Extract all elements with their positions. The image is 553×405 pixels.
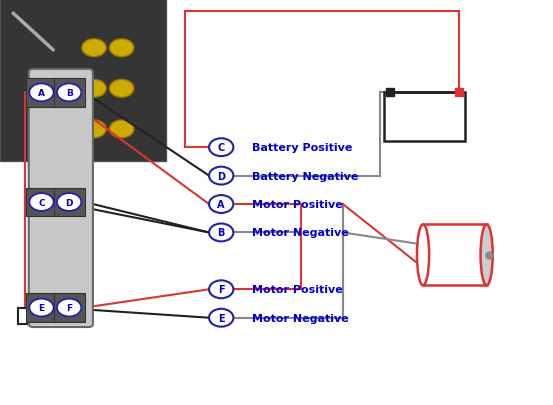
Circle shape bbox=[209, 309, 233, 327]
Circle shape bbox=[109, 40, 134, 58]
Circle shape bbox=[82, 121, 106, 139]
Text: A: A bbox=[38, 89, 45, 98]
Bar bbox=[384, 93, 465, 142]
Circle shape bbox=[209, 139, 233, 157]
Bar bbox=[26, 294, 57, 322]
Ellipse shape bbox=[417, 225, 429, 286]
Text: F: F bbox=[66, 303, 72, 312]
Bar bbox=[26, 79, 57, 107]
Text: C: C bbox=[38, 198, 45, 207]
Text: E: E bbox=[38, 303, 45, 312]
Circle shape bbox=[29, 299, 54, 317]
Text: Motor Negative: Motor Negative bbox=[252, 313, 348, 323]
Text: B: B bbox=[66, 89, 72, 98]
Circle shape bbox=[57, 84, 81, 102]
Circle shape bbox=[82, 40, 106, 58]
Bar bbox=[54, 294, 85, 322]
Circle shape bbox=[29, 194, 54, 211]
Text: Motor Positive: Motor Positive bbox=[252, 285, 342, 294]
Text: Motor Positive: Motor Positive bbox=[252, 200, 342, 209]
Text: B: B bbox=[217, 228, 225, 238]
Circle shape bbox=[109, 121, 134, 139]
Bar bbox=[54, 188, 85, 217]
Circle shape bbox=[82, 80, 106, 98]
Ellipse shape bbox=[481, 225, 493, 286]
Text: E: E bbox=[218, 313, 225, 323]
Text: A: A bbox=[217, 200, 225, 209]
Text: Battery Positive: Battery Positive bbox=[252, 143, 352, 153]
FancyBboxPatch shape bbox=[29, 70, 93, 327]
Text: D: D bbox=[217, 171, 225, 181]
Bar bbox=[26, 188, 57, 217]
Circle shape bbox=[57, 299, 81, 317]
Circle shape bbox=[209, 196, 233, 213]
Bar bbox=[54, 79, 85, 107]
Circle shape bbox=[209, 224, 233, 242]
Text: Battery Negative: Battery Negative bbox=[252, 171, 358, 181]
Text: F: F bbox=[218, 285, 225, 294]
Text: D: D bbox=[65, 198, 73, 207]
Circle shape bbox=[57, 194, 81, 211]
Circle shape bbox=[209, 167, 233, 185]
Bar bbox=[423, 225, 487, 286]
Text: Motor Negative: Motor Negative bbox=[252, 228, 348, 238]
Circle shape bbox=[209, 281, 233, 298]
Circle shape bbox=[109, 80, 134, 98]
Text: C: C bbox=[217, 143, 225, 153]
Circle shape bbox=[29, 84, 54, 102]
FancyBboxPatch shape bbox=[0, 0, 166, 162]
